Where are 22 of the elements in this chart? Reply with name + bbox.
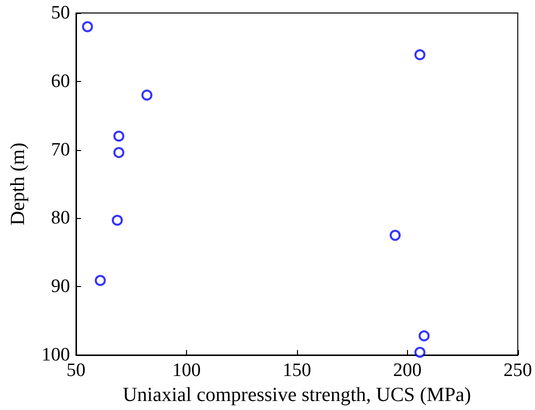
point [112, 214, 123, 226]
y-axis-title: Depth (m) [7, 142, 29, 226]
point [414, 346, 426, 358]
x-tick-label: 250 [504, 360, 532, 381]
point [390, 230, 401, 241]
y-tick-label: 70 [51, 139, 70, 160]
point [414, 49, 426, 60]
y-tick-label: 90 [51, 276, 70, 298]
y-tick-label: 80 [51, 208, 70, 229]
x-axis-title: Uniaxial compressive strength, UCS (MPa) [122, 384, 472, 406]
point [82, 21, 93, 32]
point [141, 90, 152, 101]
point [94, 274, 106, 286]
point [113, 130, 124, 142]
x-tick-label: 100 [172, 360, 201, 381]
x-tick-label: 150 [282, 360, 312, 381]
point [418, 330, 430, 342]
x-tick-label: 200 [393, 360, 422, 381]
point [113, 147, 124, 158]
x-tick-label: 50 [66, 360, 86, 381]
y-tick-label: 50 [51, 2, 70, 24]
y-tick-label: 60 [51, 70, 70, 92]
